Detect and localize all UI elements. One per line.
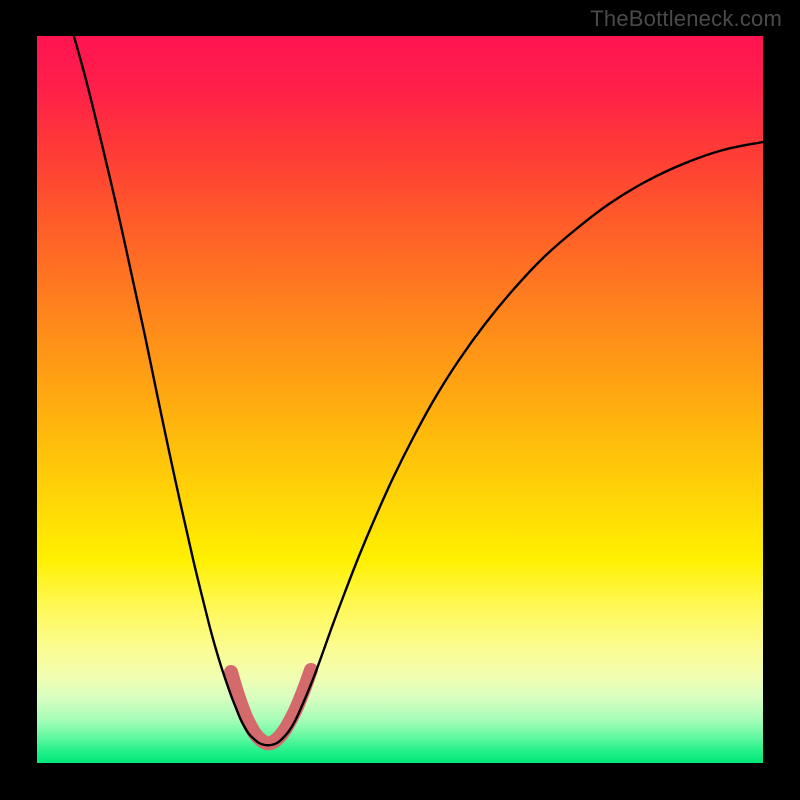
chart-svg bbox=[0, 0, 800, 800]
chart-background-gradient bbox=[37, 36, 763, 763]
watermark-text: TheBottleneck.com bbox=[590, 6, 782, 32]
